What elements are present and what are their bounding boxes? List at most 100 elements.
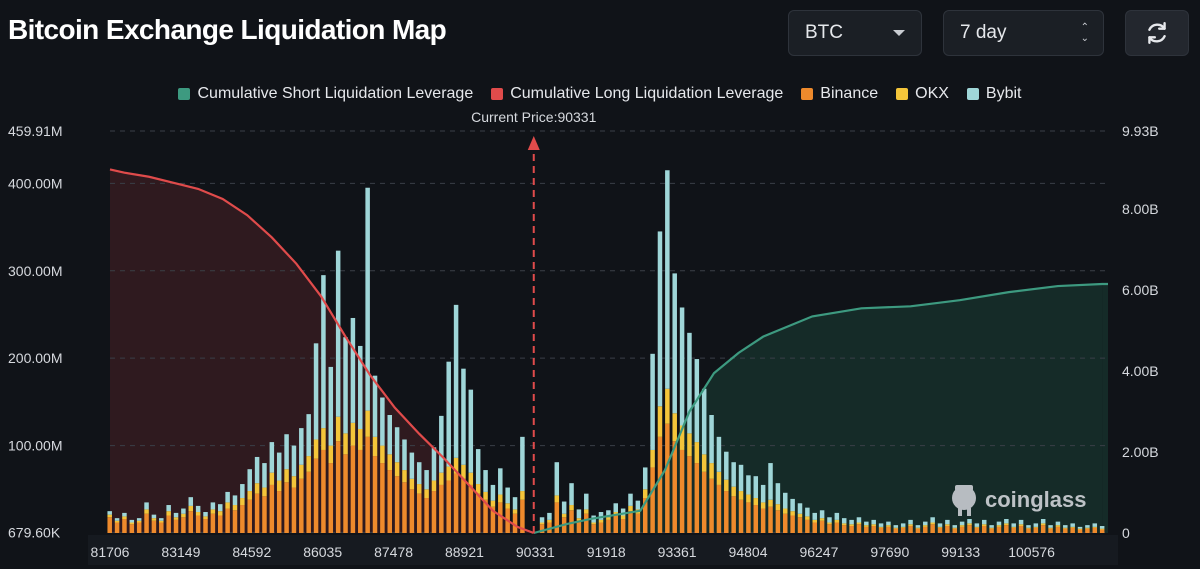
bar-okx	[561, 513, 567, 518]
bar-okx	[1055, 525, 1061, 527]
bar-okx	[606, 517, 611, 520]
bar-binance	[724, 491, 729, 533]
bar-bybit	[930, 517, 935, 523]
legend-item[interactable]: OKX	[896, 85, 949, 103]
bar-okx	[321, 428, 326, 450]
bar-okx	[827, 522, 832, 525]
bar-okx	[1070, 526, 1075, 528]
bar-okx	[114, 520, 120, 523]
bar-bybit	[856, 517, 862, 523]
bar-binance	[350, 445, 356, 533]
bar-bybit	[547, 512, 552, 520]
bar-binance	[380, 463, 385, 533]
bar-okx	[159, 520, 164, 523]
bar-binance	[650, 467, 655, 533]
bar-okx	[247, 491, 252, 500]
bar-binance	[900, 527, 906, 533]
legend-label: Bybit	[985, 85, 1022, 102]
bar-binance	[1063, 528, 1068, 533]
bar-bybit	[783, 492, 788, 509]
bar-bybit	[453, 304, 459, 458]
bar-okx	[760, 502, 766, 509]
bar-binance	[783, 513, 788, 533]
bar-bybit	[864, 521, 869, 526]
coin-select[interactable]: BTC	[788, 10, 922, 56]
bar-binance	[254, 493, 260, 533]
bar-okx	[665, 388, 670, 424]
bar-binance	[878, 527, 884, 533]
bar-bybit	[1099, 526, 1105, 529]
bar-okx	[628, 505, 633, 512]
bar-binance	[335, 441, 341, 533]
bar-bybit	[701, 388, 707, 455]
bar-okx	[144, 509, 149, 514]
current-price-arrow	[527, 136, 540, 150]
refresh-button[interactable]	[1125, 10, 1189, 56]
bar-okx	[122, 516, 127, 520]
bar-okx	[849, 524, 854, 527]
bar-bybit	[269, 442, 275, 473]
bar-okx	[819, 518, 825, 521]
bar-binance	[923, 526, 928, 533]
legend-item[interactable]: Binance	[801, 85, 878, 103]
bar-binance	[746, 502, 751, 533]
coin-select-value: BTC	[805, 22, 843, 43]
bar-bybit	[372, 375, 378, 437]
bar-bybit	[520, 436, 525, 492]
x-tick-label: 90331	[516, 544, 555, 560]
bar-binance	[606, 519, 611, 533]
bar-bybit	[1085, 525, 1090, 528]
bar-binance	[1048, 528, 1053, 533]
bar-okx	[871, 524, 876, 527]
legend-label: Binance	[820, 85, 879, 102]
bar-bybit	[908, 519, 913, 525]
logo-mark-leg	[967, 508, 971, 516]
bar-binance	[439, 484, 444, 533]
up-down-arrows-icon: ⌃ ⌄	[1080, 21, 1089, 44]
bar-okx	[387, 454, 393, 471]
bar-okx	[173, 517, 179, 520]
bar-bybit	[505, 487, 510, 504]
bar-okx	[240, 498, 245, 506]
bar-okx	[232, 505, 238, 511]
bar-binance	[1011, 527, 1016, 533]
bar-bybit	[490, 484, 496, 501]
bar-binance	[394, 476, 400, 533]
bar-binance	[1099, 529, 1105, 533]
bar-okx	[1063, 527, 1068, 529]
bar-okx	[1026, 527, 1031, 529]
bar-okx	[328, 445, 334, 464]
bar-bybit	[724, 451, 729, 480]
bar-okx	[276, 480, 282, 492]
bar-okx	[306, 456, 311, 472]
watermark-text: coinglass	[985, 487, 1086, 512]
bar-okx	[642, 489, 648, 499]
bar-okx	[203, 516, 208, 520]
bar-binance	[930, 524, 935, 533]
legend-swatch	[491, 88, 504, 100]
x-tick-label: 96247	[799, 544, 838, 560]
legend-item[interactable]: Cumulative Short Liquidation Leverage	[178, 85, 473, 103]
bar-bybit	[878, 523, 884, 527]
x-tick-label: 93361	[658, 544, 697, 560]
bar-bybit	[584, 493, 589, 510]
bar-okx	[269, 472, 275, 485]
legend-item[interactable]: Cumulative Long Liquidation Leverage	[491, 85, 783, 103]
bar-bybit	[188, 497, 194, 506]
legend-item[interactable]: Bybit	[966, 85, 1022, 103]
bar-bybit	[893, 525, 899, 528]
bar-okx	[996, 525, 1002, 527]
bar-bybit	[635, 500, 641, 510]
bar-binance	[981, 526, 987, 533]
bar-bybit	[974, 523, 980, 527]
bar-binance	[790, 515, 795, 533]
bar-okx	[402, 470, 407, 483]
bar-binance	[768, 506, 773, 533]
period-select[interactable]: 7 day ⌃ ⌄	[943, 10, 1104, 56]
bar-binance	[218, 515, 223, 533]
bar-binance	[893, 528, 899, 533]
bar-bybit	[468, 389, 474, 473]
bar-binance	[247, 499, 252, 533]
legend-swatch	[801, 88, 814, 100]
refresh-icon	[1148, 22, 1166, 44]
